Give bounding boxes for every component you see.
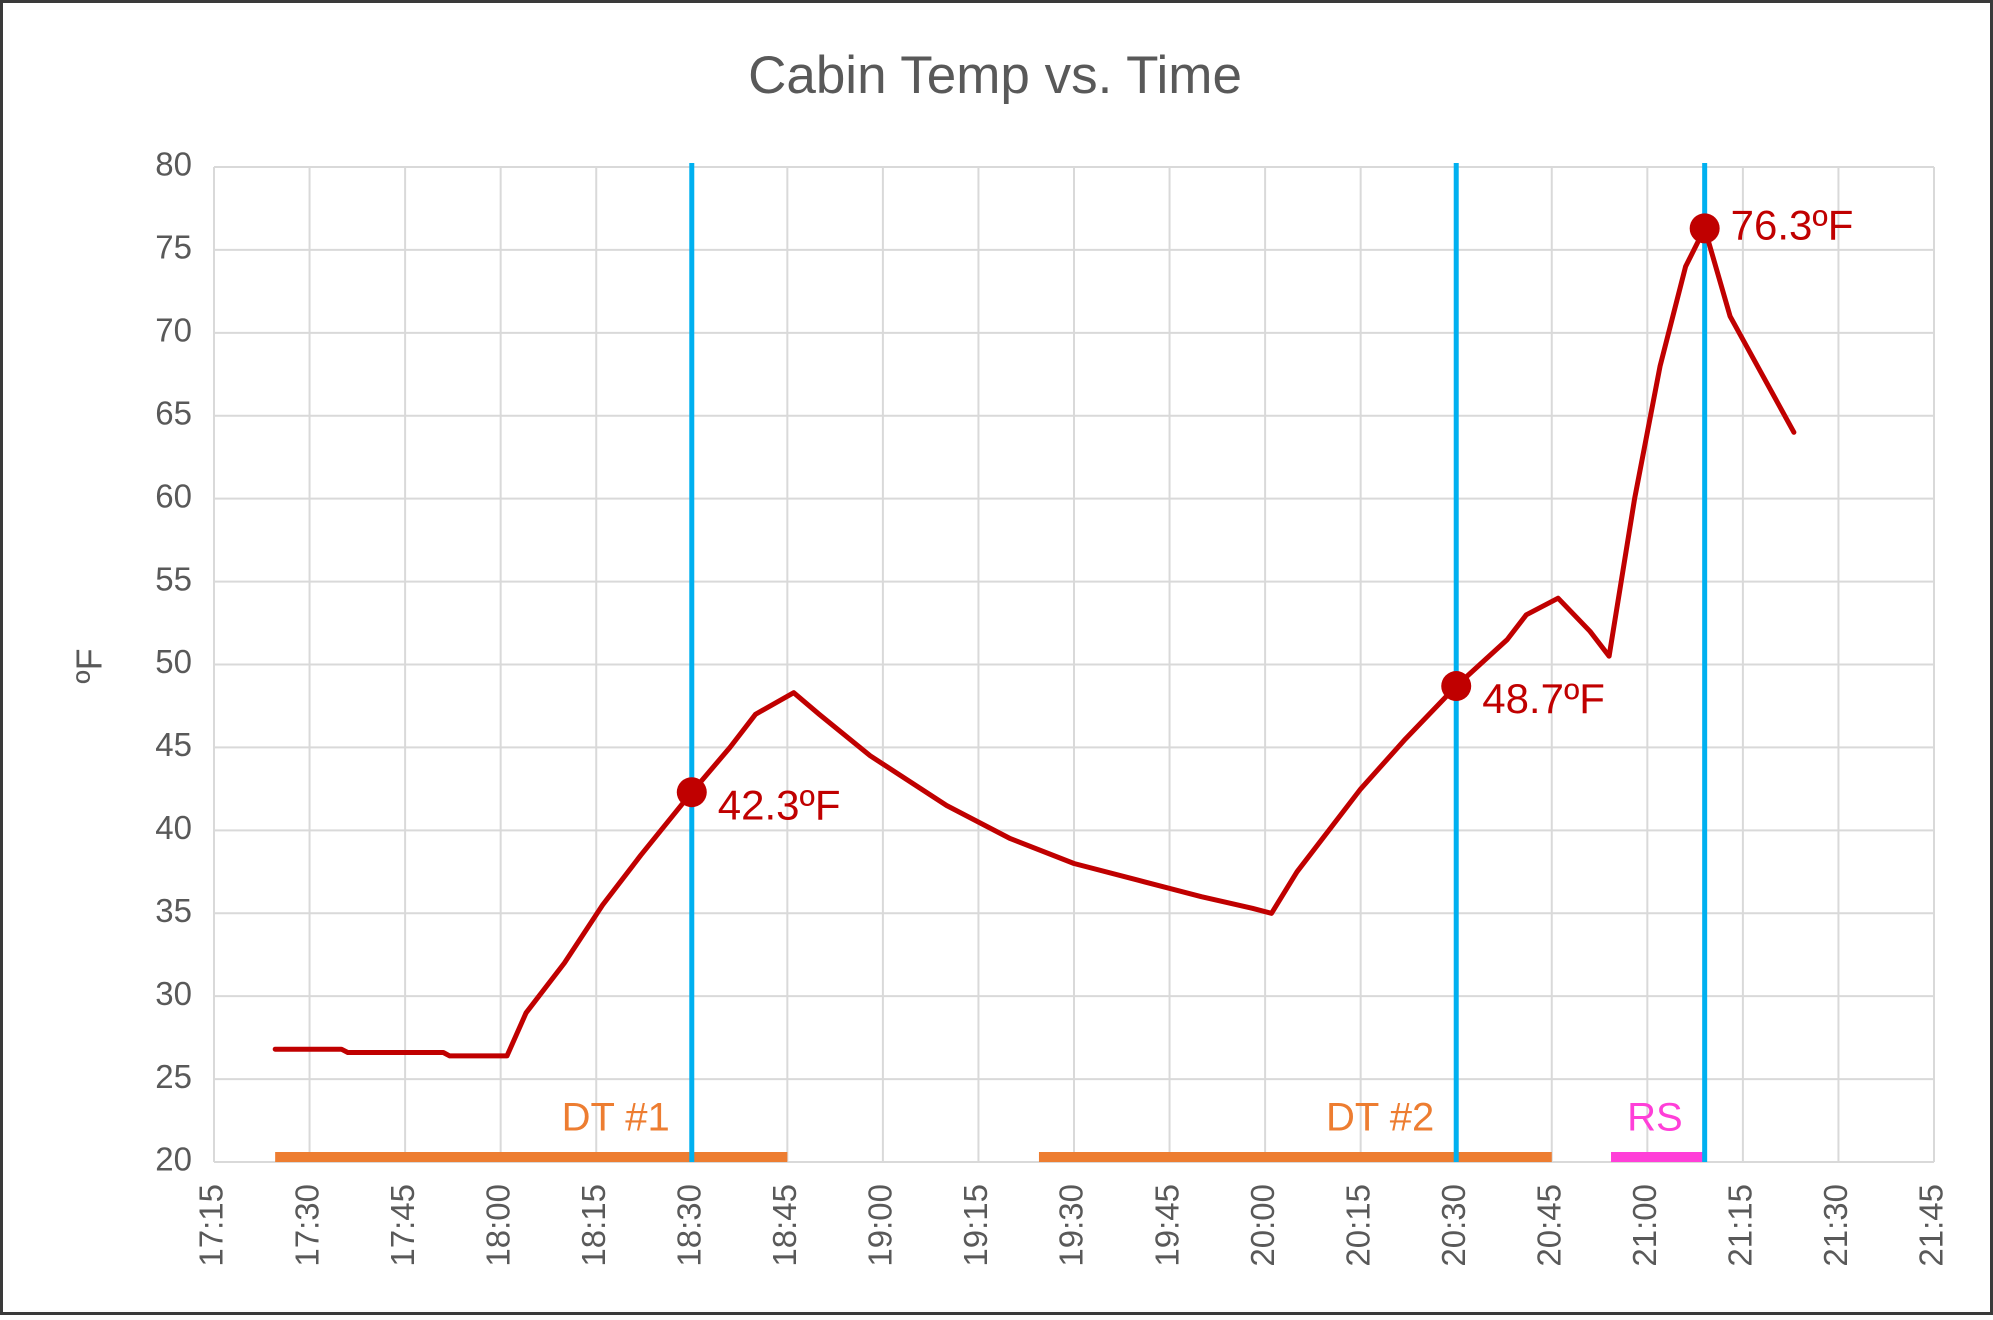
x-tick-label: 21:30: [1817, 1184, 1854, 1267]
y-tick-label: 40: [155, 809, 192, 846]
y-tick-label: 75: [155, 229, 192, 266]
y-tick-label: 70: [155, 312, 192, 349]
y-tick-label: 30: [155, 975, 192, 1012]
marker-label: 76.3ºF: [1731, 201, 1854, 248]
period-label: DT #1: [562, 1096, 670, 1140]
x-tick-label: 21:15: [1722, 1184, 1759, 1267]
x-tick-label: 17:15: [193, 1184, 230, 1267]
x-tick-label: 19:45: [1148, 1184, 1185, 1267]
marker-point: [1441, 671, 1472, 702]
x-tick-label: 20:15: [1339, 1184, 1376, 1267]
x-tick-label: 19:00: [862, 1184, 899, 1267]
x-tick-label: 20:00: [1244, 1184, 1281, 1267]
x-tick-label: 20:45: [1530, 1184, 1567, 1267]
period-label: RS: [1627, 1096, 1683, 1140]
marker-point: [676, 777, 707, 808]
y-tick-label: 50: [155, 643, 192, 680]
marker-label: 42.3ºF: [718, 781, 841, 828]
y-axis-label: ºF: [69, 648, 110, 683]
y-tick-label: 20: [155, 1141, 192, 1178]
chart-title: Cabin Temp vs. Time: [748, 46, 1242, 105]
x-tick-label: 21:00: [1626, 1184, 1663, 1267]
y-tick-label: 55: [155, 560, 192, 597]
x-tick-label: 20:30: [1435, 1184, 1472, 1267]
x-tick-label: 18:15: [575, 1184, 612, 1267]
temperature-line: [272, 225, 1797, 1059]
y-tick-label: 80: [155, 146, 192, 183]
period-label: DT #2: [1326, 1096, 1434, 1140]
marker-label: 48.7ºF: [1482, 675, 1605, 722]
y-tick-label: 25: [155, 1058, 192, 1095]
period-bar: [1038, 1152, 1552, 1162]
x-tick-label: 17:30: [288, 1184, 325, 1267]
y-tick-label: 35: [155, 892, 192, 929]
x-tick-label: 19:15: [957, 1184, 994, 1267]
y-tick-label: 65: [155, 394, 192, 431]
y-tick-label: 60: [155, 477, 192, 514]
y-tick-label: 45: [155, 726, 192, 763]
x-tick-label: 18:00: [479, 1184, 516, 1267]
period-bar: [1611, 1152, 1705, 1162]
marker-point: [1689, 213, 1720, 244]
x-tick-label: 19:30: [1053, 1184, 1090, 1267]
period-bar: [275, 1152, 788, 1162]
x-tick-label: 17:45: [384, 1184, 421, 1267]
x-tick-label: 18:45: [766, 1184, 803, 1267]
x-tick-label: 18:30: [670, 1184, 707, 1267]
x-tick-label: 21:45: [1913, 1184, 1950, 1267]
